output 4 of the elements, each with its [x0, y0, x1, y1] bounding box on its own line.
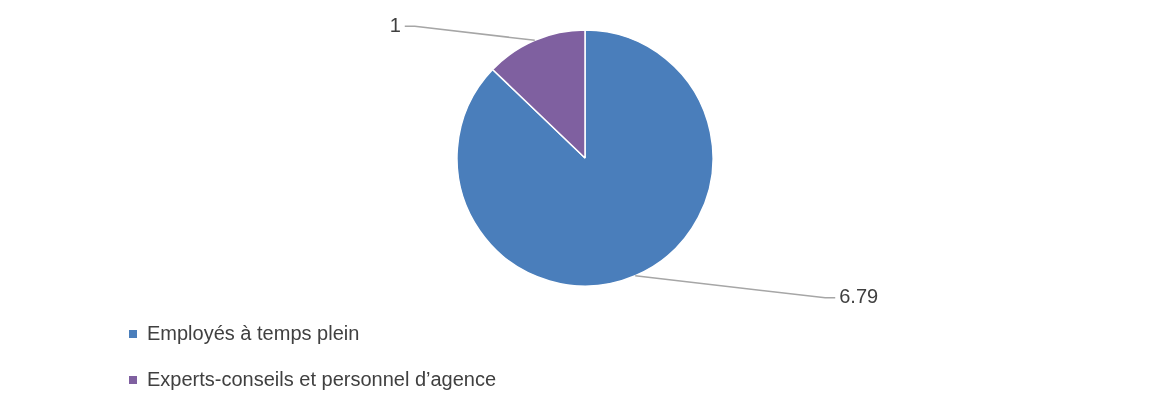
legend-label: Experts-conseils et personnel d’agence — [147, 367, 497, 390]
data-label: 1 — [389, 13, 401, 36]
data-label: 6.79 — [839, 285, 879, 308]
legend-label: Employés à temps plein — [147, 321, 360, 344]
